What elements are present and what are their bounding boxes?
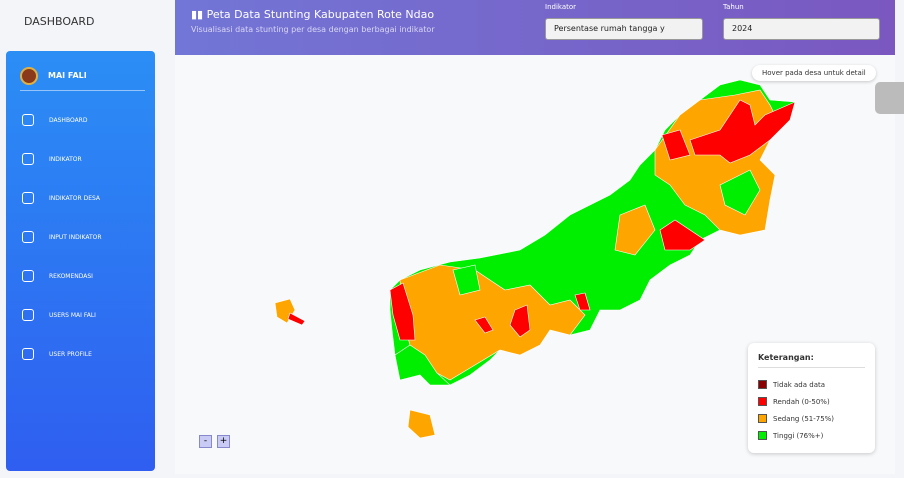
avatar — [20, 66, 38, 85]
nav-item[interactable]: INPUT INDIKATOR — [22, 227, 102, 247]
legend-swatch — [758, 397, 767, 406]
legend-swatch — [758, 414, 767, 423]
region[interactable] — [689, 99, 796, 164]
legend-label: Rendah (0-50%) — [773, 397, 830, 406]
legend-label: Sedang (51-75%) — [773, 414, 835, 423]
region[interactable] — [452, 264, 481, 296]
nav-item[interactable]: INDIKATOR DESA — [22, 188, 100, 208]
tahun-select[interactable]: 2024 — [723, 18, 880, 40]
nav-item[interactable]: USERS MAI FALI — [22, 305, 96, 325]
region[interactable] — [389, 282, 416, 341]
map-hint: Hover pada desa untuk detail — [752, 65, 876, 81]
user-name: MAI FALI — [48, 71, 87, 80]
legend: Keterangan: Tidak ada data Rendah (0-50%)… — [748, 343, 875, 453]
islet[interactable] — [287, 312, 306, 326]
region[interactable] — [474, 316, 494, 334]
tahun-label: Tahun — [723, 3, 744, 11]
nav-label: USER PROFILE — [49, 350, 92, 358]
legend-label: Tinggi (76%+) — [773, 431, 824, 440]
header: ▮▮ Peta Data Stunting Kabupaten Rote Nda… — [175, 0, 895, 55]
nav-icon — [22, 231, 34, 243]
nav-item[interactable]: DASHBOARD — [22, 110, 87, 130]
user: MAI FALI — [20, 61, 145, 91]
region[interactable] — [509, 304, 531, 338]
region[interactable] — [659, 219, 706, 251]
nav-icon — [22, 348, 34, 360]
nav-icon — [22, 309, 34, 321]
nav-label: INDIKATOR — [49, 155, 82, 163]
region[interactable] — [574, 292, 591, 311]
nav-label: REKOMENDASI — [49, 272, 93, 280]
legend-item: Tidak ada data — [758, 380, 825, 389]
region[interactable] — [394, 344, 451, 386]
nav-item[interactable]: USER PROFILE — [22, 344, 92, 364]
region[interactable] — [719, 169, 761, 216]
map — [175, 55, 895, 474]
nav-icon — [22, 153, 34, 165]
legend-label: Tidak ada data — [773, 380, 826, 389]
legend-item: Sedang (51-75%) — [758, 414, 834, 423]
zoom-in[interactable]: + — [217, 435, 230, 448]
header-title: ▮▮ Peta Data Stunting Kabupaten Rote Nda… — [191, 8, 435, 21]
nav-icon — [22, 192, 34, 204]
region[interactable] — [661, 129, 691, 161]
legend-title: Keterangan: — [758, 353, 865, 368]
region[interactable] — [614, 204, 656, 256]
legend-item: Rendah (0-50%) — [758, 397, 830, 406]
map-svg — [274, 79, 796, 439]
legend-item: Tinggi (76%+) — [758, 431, 823, 440]
nav-item[interactable]: INDIKATOR — [22, 149, 82, 169]
nav-label: USERS MAI FALI — [49, 311, 96, 319]
brand: DASHBOARD — [24, 15, 95, 28]
nav-icon — [22, 114, 34, 126]
nav-icon — [22, 270, 34, 282]
indikator-label: Indikator — [545, 3, 577, 11]
legend-swatch — [758, 431, 767, 440]
nav-label: INDIKATOR DESA — [49, 194, 101, 202]
nav-label: DASHBOARD — [49, 116, 88, 124]
indikator-select[interactable]: Persentase rumah tangga y — [545, 18, 703, 40]
header-subtitle: Visualisasi data stunting per desa denga… — [191, 25, 435, 34]
islet[interactable] — [407, 409, 436, 439]
nav-label: INPUT INDIKATOR — [49, 233, 102, 241]
title-text: Peta Data Stunting Kabupaten Rote Ndao — [206, 8, 435, 21]
zoom-out[interactable]: - — [199, 435, 212, 448]
nav-item[interactable]: REKOMENDASI — [22, 266, 93, 286]
settings-button[interactable] — [875, 82, 904, 114]
legend-swatch — [758, 380, 767, 389]
sidebar: MAI FALI DASHBOARD INDIKATOR INDIKATOR DES… — [6, 51, 155, 471]
